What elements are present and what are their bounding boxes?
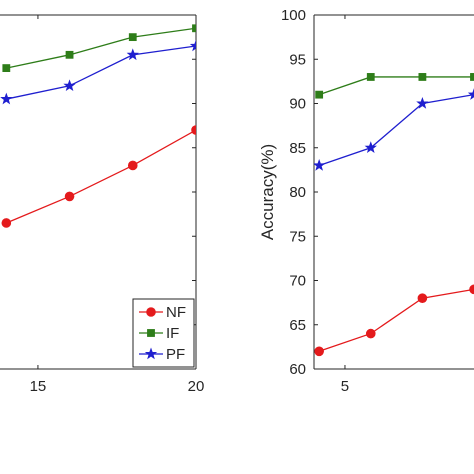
- right-pf-point: [314, 158, 326, 171]
- left-pf-point: [63, 79, 76, 92]
- legend-pf-label: PF: [166, 346, 185, 363]
- left-nf-point: [191, 125, 196, 135]
- left-if-point: [192, 24, 196, 33]
- right-y-axis-label: Accuracy(%): [258, 144, 277, 240]
- right-y-tick-label: 60: [289, 361, 306, 378]
- right-pf-point: [416, 97, 429, 109]
- left-nf-point: [64, 191, 75, 202]
- right-if-line: [318, 76, 474, 96]
- right-nf-point: [314, 346, 324, 357]
- legend-if-marker: [147, 329, 155, 337]
- left-if-point: [65, 50, 74, 59]
- right-y-tick-label: 90: [289, 96, 306, 113]
- right-pf-point: [364, 141, 377, 153]
- left-chart-panel: 15 20 NF IF PF: [0, 14, 205, 395]
- left-x-tick-label: 20: [188, 378, 205, 395]
- left-series: [0, 24, 196, 228]
- right-y-tick-label: 75: [289, 228, 306, 245]
- right-nf-line: [318, 288, 474, 352]
- legend-entries: NF IF PF: [139, 304, 186, 363]
- legend-pf-marker: [144, 347, 158, 360]
- right-y-tick-label: 85: [289, 140, 306, 157]
- right-y-tick-label: 100: [281, 7, 306, 24]
- right-pf-point: [467, 88, 474, 100]
- right-y-tick-label: 65: [289, 317, 306, 334]
- left-nf-point: [1, 218, 12, 228]
- left-pf-line: [6, 45, 196, 100]
- legend-nf-label: NF: [166, 304, 186, 321]
- right-if-point: [315, 90, 324, 99]
- left-x-tick-label: 15: [30, 378, 47, 395]
- left-pf-point: [126, 48, 139, 61]
- right-if-point: [366, 73, 375, 81]
- right-y-tick-label: 95: [289, 51, 306, 68]
- right-y-tick-label: 70: [289, 273, 306, 290]
- left-if-point: [128, 33, 137, 42]
- right-x-tick-label: 5: [341, 378, 349, 395]
- right-ticks: 5 60 65 70 75 80 85 90 95 100: [281, 7, 349, 395]
- right-nf-point: [469, 284, 474, 295]
- left-nf-line: [6, 129, 196, 224]
- legend: NF IF PF: [132, 298, 195, 368]
- right-if-point: [470, 73, 474, 81]
- right-chart-panel: 5 60 65 70 75 80 85 90 95 100 Accuracy(%): [258, 7, 474, 395]
- left-pf-point: [189, 39, 196, 52]
- left-if-line: [6, 27, 196, 69]
- right-axes: [313, 14, 474, 370]
- right-y-tick-label: 80: [289, 184, 306, 201]
- left-pf-point: [0, 92, 13, 105]
- right-pf-line: [318, 94, 474, 167]
- legend-nf-marker: [146, 307, 156, 317]
- right-if-point: [418, 73, 427, 81]
- right-nf-point: [365, 328, 376, 339]
- right-series: [314, 73, 474, 357]
- left-nf-point: [127, 160, 138, 171]
- legend-if-label: IF: [166, 325, 179, 342]
- right-nf-point: [417, 293, 428, 304]
- left-if-point: [2, 64, 11, 72]
